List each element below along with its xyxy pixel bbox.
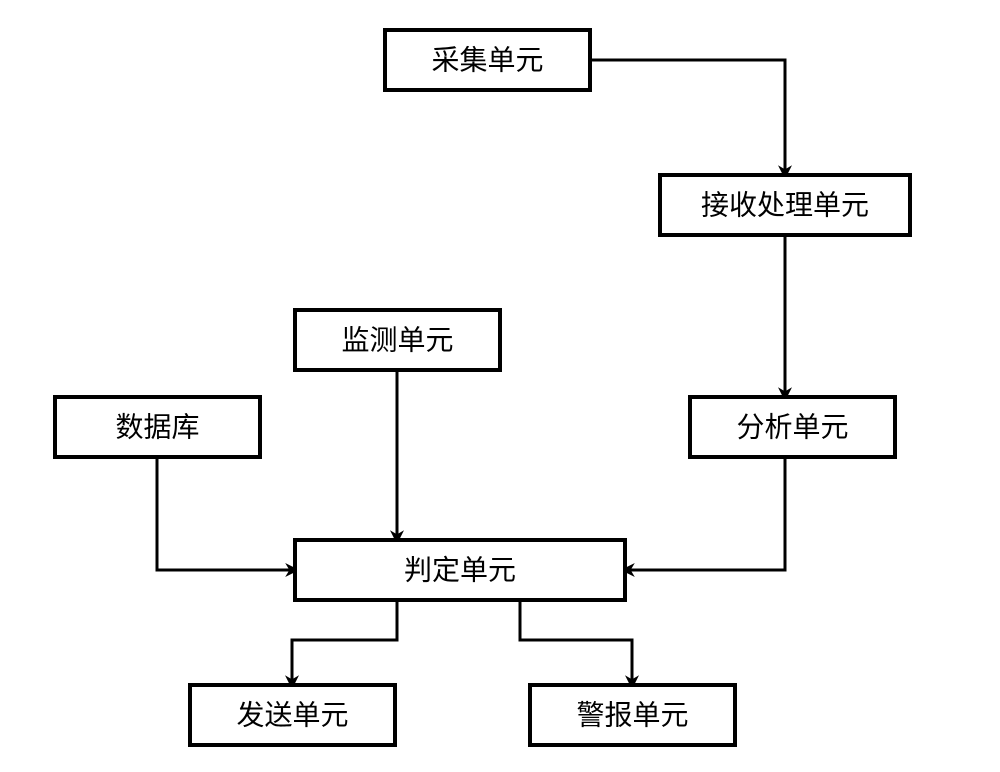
node-label-send: 发送单元 xyxy=(236,700,348,731)
edge-collect-to-receive xyxy=(590,60,785,175)
node-monitor: 监测单元 xyxy=(295,310,500,370)
node-label-receive: 接收处理单元 xyxy=(701,190,869,221)
node-collect: 采集单元 xyxy=(385,30,590,90)
node-label-database: 数据库 xyxy=(115,412,199,443)
node-receive: 接收处理单元 xyxy=(660,175,910,235)
node-label-judge: 判定单元 xyxy=(404,555,516,586)
node-send: 发送单元 xyxy=(190,685,395,745)
node-database: 数据库 xyxy=(55,397,260,457)
node-label-analyze: 分析单元 xyxy=(736,412,848,443)
edge-judge-to-alarm xyxy=(520,600,632,685)
edge-judge-to-send xyxy=(292,600,397,685)
node-label-monitor: 监测单元 xyxy=(341,325,453,356)
node-alarm: 警报单元 xyxy=(530,685,735,745)
node-analyze: 分析单元 xyxy=(690,397,895,457)
node-label-collect: 采集单元 xyxy=(431,45,543,76)
node-judge: 判定单元 xyxy=(295,540,625,600)
node-label-alarm: 警报单元 xyxy=(576,700,688,731)
edge-database-to-judge xyxy=(157,457,295,570)
edge-analyze-to-judge xyxy=(625,457,785,570)
